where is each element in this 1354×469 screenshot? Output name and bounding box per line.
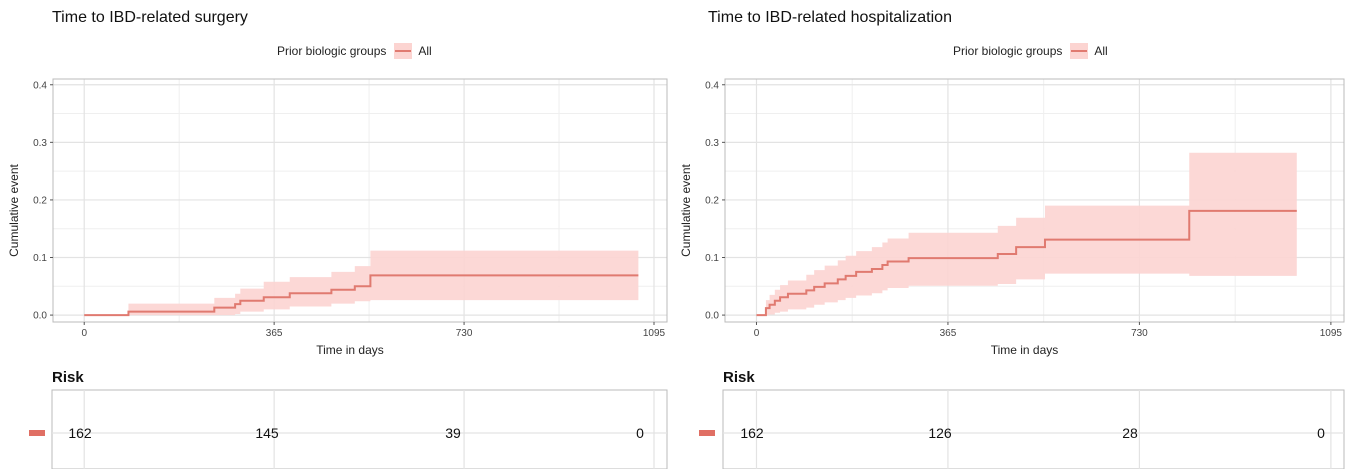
risk-value: 145: [255, 425, 279, 441]
risk-value: 28: [1122, 425, 1138, 441]
y-tick-label: 0.0: [33, 311, 47, 322]
x-tick-label: 0: [81, 328, 87, 339]
y-tick-label: 0.4: [705, 80, 719, 91]
legend-key-swatch: [1070, 43, 1089, 59]
risk-value: 162: [740, 425, 764, 441]
x-tick-label: 0: [754, 328, 760, 339]
legend-title: Prior biologic groups: [277, 44, 387, 58]
y-axis-title: Cumulative event: [679, 163, 693, 256]
risk-table-title: Risk: [52, 369, 84, 386]
confidence-band: [756, 152, 1297, 316]
hospitalization-panel: Time to IBD-related hospitalization Prio…: [677, 0, 1354, 469]
y-tick-label: 0.2: [705, 195, 719, 206]
x-tick-label: 1095: [1320, 328, 1343, 339]
y-tick-label: 0.2: [33, 195, 47, 206]
legend: Prior biologic groups All: [277, 42, 432, 60]
chart-title: Time to IBD-related hospitalization: [708, 9, 952, 26]
risk-value: 0: [636, 425, 644, 441]
x-tick-label: 365: [940, 328, 957, 339]
risk-table-panel: [722, 389, 1345, 469]
km-chart: 0.0 0.1 0.2 0.3 0.4 0 365 730 1095 Time in days Cu…: [7, 78, 668, 469]
series-line-all: [84, 274, 639, 317]
chart-title: Time to IBD-related surgery: [52, 9, 248, 26]
plot-border: [52, 78, 668, 323]
x-axis-title: Time in days: [991, 343, 1059, 357]
legend-key-swatch: [394, 43, 413, 59]
plot-border: [724, 78, 1345, 323]
risk-table-title: Risk: [723, 369, 755, 386]
legend-title: Prior biologic groups: [953, 44, 1063, 58]
series-line-all: [756, 209, 1297, 317]
y-tick-label: 0.4: [33, 80, 47, 91]
x-tick-label: 1095: [643, 328, 666, 339]
y-tick-label: 0.0: [705, 311, 719, 322]
risk-value: 0: [1317, 425, 1325, 441]
risk-value: 126: [928, 425, 952, 441]
legend-entry-label: All: [418, 44, 432, 58]
legend-entry-label: All: [1094, 44, 1108, 58]
legend: Prior biologic groups All: [953, 42, 1108, 60]
km-chart: 0.0 0.1 0.2 0.3 0.4 0 365 730 1095 Time in days Cu…: [679, 78, 1345, 469]
risk-value: 39: [445, 425, 461, 441]
y-tick-label: 0.3: [33, 138, 47, 149]
risk-series-marker: [29, 430, 45, 436]
surgery-panel: Time to IBD-related surgery Prior biolog…: [7, 9, 668, 469]
x-tick-label: 730: [1131, 328, 1148, 339]
y-axis-title: Cumulative event: [7, 163, 21, 256]
y-tick-label: 0.1: [33, 253, 47, 264]
confidence-band: [84, 250, 639, 316]
risk-series-marker: [699, 430, 715, 436]
y-tick-label: 0.1: [705, 253, 719, 264]
x-tick-label: 730: [456, 328, 473, 339]
x-axis-title: Time in days: [316, 343, 384, 357]
x-tick-label: 365: [266, 328, 283, 339]
y-tick-label: 0.3: [705, 138, 719, 149]
risk-table-panel: [51, 389, 668, 469]
risk-value: 162: [68, 425, 92, 441]
